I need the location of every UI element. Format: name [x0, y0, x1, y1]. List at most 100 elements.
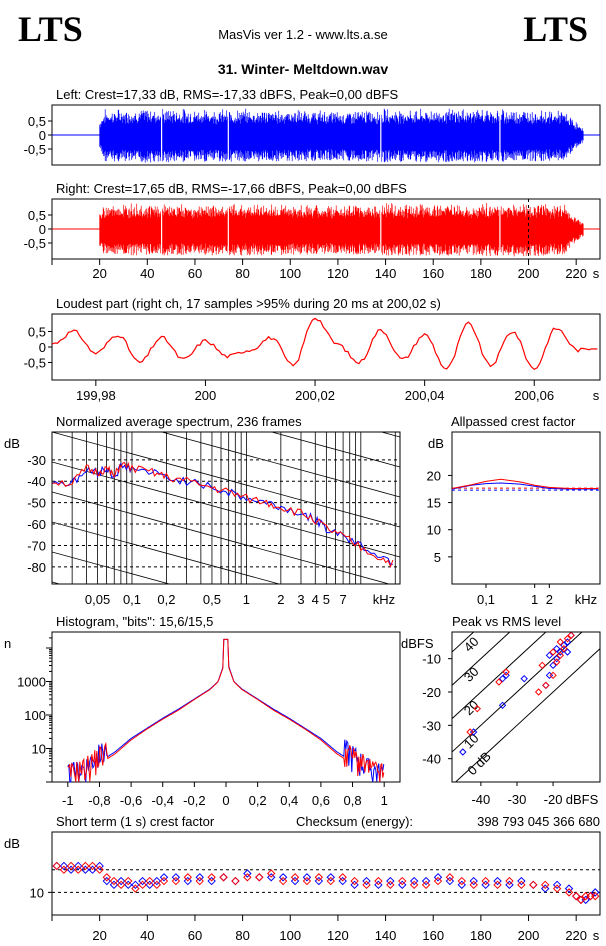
xtick-average-spectrum: 0,5	[203, 592, 221, 607]
ytick-average-spectrum: -70	[27, 538, 46, 553]
title-short-term-crest: Short term (1 s) crest factor	[56, 814, 215, 829]
xtick-peak-vs-rms: -20	[544, 792, 563, 807]
xtick-average-spectrum: 0,2	[157, 592, 175, 607]
point-short-term-crest	[207, 876, 216, 886]
xtick-right-waveform: 60	[188, 266, 202, 281]
xtick-histogram: 1	[381, 793, 388, 808]
point-short-term-crest	[207, 873, 216, 882]
point-short-term-crest	[183, 876, 193, 886]
xtick-peak-vs-rms: -40	[471, 792, 490, 807]
xtick-right-waveform: 160	[422, 266, 444, 281]
series-allpassed-crest	[451, 478, 598, 489]
point-peak-vs-rms	[534, 688, 543, 696]
xtick-histogram: -0,6	[120, 793, 142, 808]
waveform-left-waveform	[99, 108, 584, 163]
xtick-right-waveform: 220	[565, 266, 587, 281]
slope-line-average-spectrum	[52, 461, 400, 558]
point-short-term-crest	[219, 873, 228, 882]
point-short-term-crest	[195, 876, 204, 886]
point-short-term-crest	[152, 880, 162, 890]
waveform-right-waveform	[99, 203, 584, 257]
xtick-short-term-crest: 180	[470, 928, 492, 943]
point-short-term-crest	[243, 869, 252, 878]
point-peak-vs-rms	[563, 634, 572, 643]
ytick-average-spectrum: -40	[27, 474, 46, 489]
title-peak-vs-rms: Peak vs RMS level	[452, 614, 561, 629]
point-short-term-crest	[314, 876, 324, 886]
point-peak-vs-rms	[498, 701, 507, 710]
ytick-allpassed-crest: 5	[434, 550, 441, 565]
point-short-term-crest	[362, 876, 371, 886]
diagonal-label-peak-vs-rms: 30	[461, 664, 482, 685]
xunit-average-spectrum: kHz	[373, 592, 395, 607]
xtick-allpassed-crest: 0,1	[477, 592, 495, 607]
diagonal-label-peak-vs-rms: 20	[461, 697, 482, 718]
point-short-term-crest	[314, 873, 324, 882]
point-peak-vs-rms	[549, 671, 557, 680]
ytick-histogram: 10	[32, 741, 46, 756]
ytick-right-waveform: 0,5	[28, 208, 46, 223]
point-peak-vs-rms	[538, 661, 546, 670]
ytick-short-term-crest: 10	[30, 885, 44, 900]
point-short-term-crest	[481, 880, 490, 890]
app-title: MasVis ver 1.2 - www.lts.a.se	[218, 27, 388, 42]
point-short-term-crest	[386, 876, 395, 886]
point-short-term-crest	[338, 873, 347, 882]
point-short-term-crest	[433, 873, 443, 882]
frame-short-term-crest	[51, 831, 601, 916]
diagonal-line-peak-vs-rms	[452, 632, 583, 753]
title-histogram: Histogram, "bits": 15,6/15,5	[56, 614, 213, 629]
xtick-histogram: 0,6	[312, 793, 330, 808]
point-short-term-crest	[81, 861, 90, 871]
point-short-term-crest	[219, 873, 228, 882]
xtick-short-term-crest: 60	[188, 928, 202, 943]
grid-average-spectrum	[52, 432, 400, 737]
title-allpassed-crest: Allpassed crest factor	[451, 414, 576, 429]
point-short-term-crest	[591, 888, 600, 897]
panel-short-term-crest: Short term (1 s) crest factor Checksum (e…	[4, 814, 601, 943]
point-peak-vs-rms	[549, 648, 557, 656]
point-short-term-crest	[109, 880, 119, 890]
point-short-term-crest	[505, 880, 514, 890]
point-short-term-crest	[124, 880, 133, 890]
ylabel-histogram: n	[4, 636, 11, 651]
slope-line-average-spectrum	[52, 642, 400, 737]
xunit-right-waveform: s	[593, 266, 600, 281]
point-short-term-crest	[171, 876, 181, 886]
point-short-term-crest	[326, 876, 335, 886]
xtick-average-spectrum: 4	[312, 592, 319, 607]
ylabel-average-spectrum: dB	[4, 436, 20, 451]
xtick-short-term-crest: 160	[422, 928, 444, 943]
file-title: 31. Winter- Meltdown.wav	[217, 61, 389, 77]
point-peak-vs-rms	[473, 704, 481, 713]
point-short-term-crest	[398, 876, 407, 886]
ytick-allpassed-crest: 20	[427, 468, 441, 483]
point-peak-vs-rms	[563, 648, 572, 656]
xunit-short-term-crest: s	[593, 928, 600, 943]
xtick-right-waveform: 140	[375, 266, 397, 281]
point-short-term-crest	[398, 880, 407, 890]
xtick-loudest-part: 200	[195, 388, 217, 403]
point-short-term-crest	[421, 880, 431, 890]
xtick-short-term-crest: 140	[375, 928, 397, 943]
point-short-term-crest	[231, 876, 240, 886]
xtick-right-waveform: 100	[279, 266, 301, 281]
point-short-term-crest	[571, 891, 581, 901]
xtick-allpassed-crest: 1	[531, 592, 538, 607]
ylabel-peak-vs-rms: dBFS	[401, 636, 434, 651]
ytick-loudest-part: -0,5	[24, 356, 46, 371]
point-peak-vs-rms	[466, 728, 474, 736]
xtick-average-spectrum: 3	[297, 592, 304, 607]
point-peak-vs-rms	[552, 654, 561, 663]
ytick-left-waveform: 0	[39, 128, 46, 143]
point-peak-vs-rms	[560, 644, 568, 653]
ytick-right-waveform: 0	[39, 222, 46, 237]
panel-allpassed-crest: Allpassed crest factor dB 20 15 10 5 0,1 1 2 kHz	[427, 414, 601, 607]
point-short-term-crest	[374, 880, 383, 890]
point-peak-vs-rms	[567, 631, 575, 640]
point-short-term-crest	[469, 876, 478, 886]
point-short-term-crest	[386, 880, 395, 890]
point-short-term-crest	[159, 876, 169, 886]
slope-line-average-spectrum	[52, 521, 281, 584]
